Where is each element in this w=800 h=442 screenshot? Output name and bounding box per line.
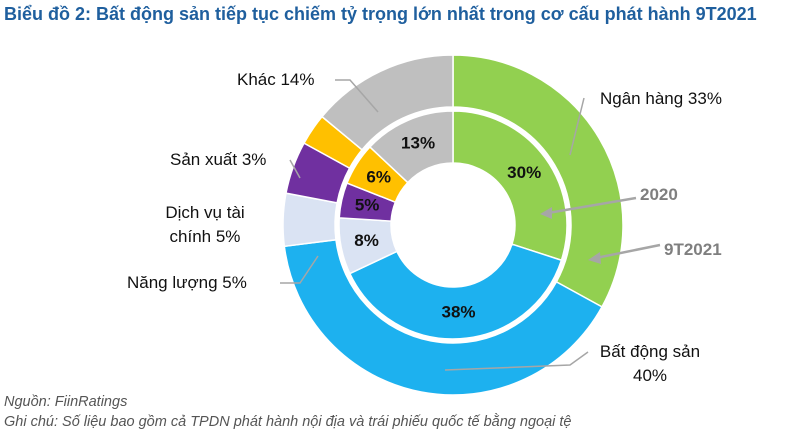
data-label: Ngân hàng 33% [600,89,722,108]
arrow [595,243,661,260]
arrow-head [540,207,552,219]
series-arrows [540,196,661,264]
data-label: Năng lượng 5% [127,273,247,292]
source: Nguồn: FiinRatings [4,394,128,410]
data-label: 13% [401,134,435,153]
data-label: 30% [507,163,541,182]
donut-slice [452,110,568,262]
donut-slice [320,54,454,151]
donut-slice [348,243,563,340]
leader-line [289,159,301,179]
arrow [547,196,637,215]
donut: 30% 38% 8% 5% 6% 13% [282,54,624,396]
leader-line [569,97,585,156]
series-label: 9T2021 [664,240,722,259]
data-label: Bất động sản 40% [599,342,701,385]
leader-lines [280,79,589,371]
donut-slice [368,110,454,184]
data-label: 5% [355,195,380,214]
data-label: 38% [442,302,476,321]
leader-line [280,255,319,284]
chart-title: Biểu đồ 2: Bất động sản tiếp tục chiếm t… [4,4,757,24]
data-label: 6% [366,167,391,186]
leader-line [444,351,589,371]
data-label: Dịch vụ tài chính 5% [165,203,245,246]
data-label: Khác 14% [237,70,315,89]
note: Ghi chú: Số liệu bao gồm cả TPDN phát hà… [4,414,572,430]
data-label: 8% [354,231,379,250]
leader-line [335,79,379,113]
series-label: 2020 [640,185,678,204]
donut-slice [283,238,603,396]
donut-slice [452,54,624,308]
data-label: Sản xuất 3% [170,150,267,169]
arrow-head [588,252,601,264]
